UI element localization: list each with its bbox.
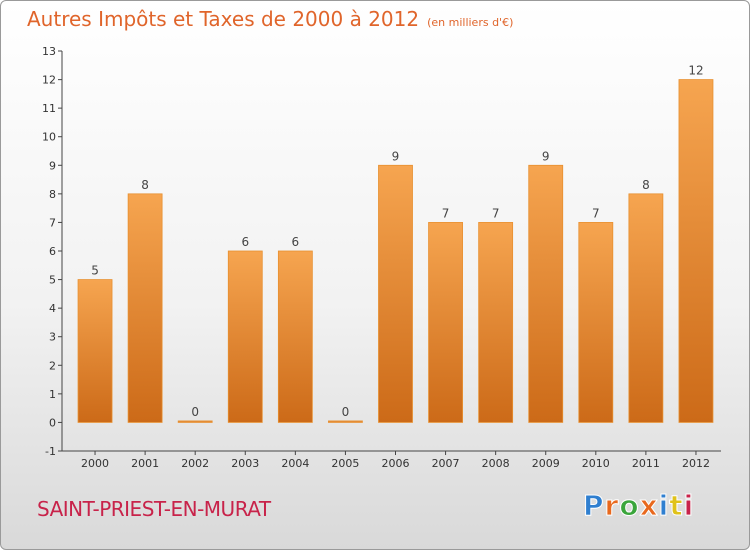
bar-value-label: 5 xyxy=(91,264,99,278)
x-tick-label: 2009 xyxy=(532,457,560,470)
bar xyxy=(127,193,163,423)
bar xyxy=(628,193,664,423)
x-tick-label: 2005 xyxy=(331,457,359,470)
bar-value-label: 6 xyxy=(241,235,249,249)
logo-letter: x xyxy=(639,489,659,523)
y-tick-label: 8 xyxy=(49,188,56,201)
x-tick-label: 2008 xyxy=(482,457,510,470)
logo-letter: P xyxy=(583,489,605,523)
x-tick-label: 2012 xyxy=(682,457,710,470)
bar-value-labels: 5 8 0 6 6 0 9 7 7 9 7 8 12 xyxy=(91,64,703,419)
y-tick-label: 10 xyxy=(42,131,56,144)
chart-title: Autres Impôts et Taxes de 2000 à 2012 (en… xyxy=(27,7,513,31)
bar xyxy=(478,222,514,423)
bar xyxy=(77,279,113,423)
bar-value-label: 7 xyxy=(592,206,600,220)
proxiti-logo: Proxiti xyxy=(583,489,695,523)
bar-value-label: 7 xyxy=(492,206,500,220)
bar xyxy=(177,420,213,423)
bar-value-label: 8 xyxy=(141,178,149,192)
y-tick-label: 3 xyxy=(49,331,56,344)
bar-value-label: 6 xyxy=(292,235,300,249)
logo-letter: o xyxy=(619,489,640,523)
y-tick-label: 0 xyxy=(49,416,56,429)
x-tick-label: 2007 xyxy=(432,457,460,470)
bar-value-label: 0 xyxy=(342,405,350,419)
x-tick-label: 2001 xyxy=(131,457,159,470)
chart-title-text: Autres Impôts et Taxes de 2000 à 2012 xyxy=(27,7,420,31)
chart-subtitle: (en milliers d'€) xyxy=(427,16,514,29)
bar xyxy=(277,250,313,423)
bar xyxy=(428,222,463,423)
x-tick-label: 2004 xyxy=(281,457,309,470)
bar-value-label: 8 xyxy=(642,178,650,192)
bar xyxy=(227,250,263,423)
x-tick-label: 2002 xyxy=(181,457,209,470)
x-tick-label: 2006 xyxy=(382,457,410,470)
y-tick-label: 5 xyxy=(49,274,56,287)
y-tick-label: 11 xyxy=(42,102,56,115)
x-tick-label: 2010 xyxy=(582,457,610,470)
bar-value-label: 7 xyxy=(442,206,450,220)
town-name: SAINT-PRIEST-EN-MURAT xyxy=(37,497,271,521)
y-tick-label: 4 xyxy=(49,302,56,315)
y-tick-label: 6 xyxy=(49,245,56,258)
y-tick-label: 12 xyxy=(42,74,56,87)
y-tick-label: -1 xyxy=(45,445,56,458)
bar-value-label: 0 xyxy=(191,405,199,419)
bar xyxy=(528,164,564,423)
x-tick-label: 2000 xyxy=(81,457,109,470)
bar xyxy=(378,164,413,423)
y-tick-label: 2 xyxy=(49,359,56,372)
logo-letter: i xyxy=(683,489,695,523)
bar-value-label: 9 xyxy=(392,149,400,163)
y-tick-label: 7 xyxy=(49,216,56,229)
bar xyxy=(578,222,614,423)
y-tick-label: 1 xyxy=(49,388,56,401)
bar-value-label: 12 xyxy=(688,64,703,78)
y-tick-label: 9 xyxy=(49,159,56,172)
bar xyxy=(328,420,363,423)
x-tick-label: 2011 xyxy=(632,457,660,470)
logo-letter: r xyxy=(604,489,620,523)
y-tick-label: 13 xyxy=(42,45,56,58)
bars xyxy=(77,79,714,423)
x-tick-label: 2003 xyxy=(231,457,259,470)
logo-letter: t xyxy=(669,489,684,523)
bar xyxy=(678,79,714,423)
bar-value-label: 9 xyxy=(542,149,550,163)
logo-letter: i xyxy=(658,489,670,523)
